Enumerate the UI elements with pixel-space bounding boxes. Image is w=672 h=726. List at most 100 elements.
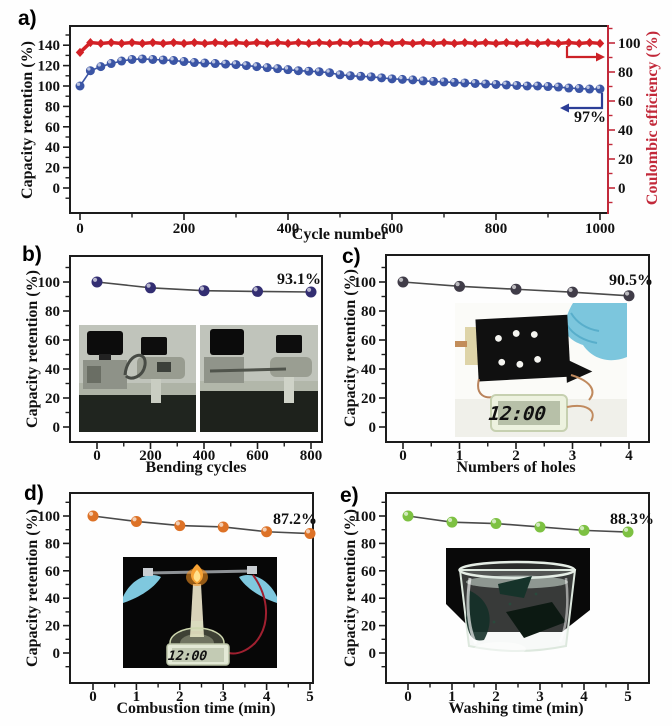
svg-text:200: 200 (173, 221, 196, 237)
svg-text:60: 60 (361, 333, 376, 349)
photo-inset-hole-test: 12:00 (455, 303, 627, 437)
svg-text:800: 800 (485, 221, 508, 237)
svg-text:0: 0 (369, 420, 377, 436)
blue-glove-icon (123, 575, 161, 603)
svg-text:0: 0 (369, 646, 377, 662)
svg-text:80: 80 (45, 304, 60, 320)
svg-text:0: 0 (93, 448, 101, 464)
svg-text:80: 80 (45, 536, 60, 552)
svg-text:40: 40 (45, 591, 60, 607)
svg-text:3: 3 (536, 689, 544, 705)
svg-text:3: 3 (569, 448, 577, 464)
svg-text:20: 20 (45, 619, 60, 635)
svg-text:20: 20 (45, 391, 60, 407)
svg-text:100: 100 (38, 79, 61, 95)
chart-combustion-retention: 0 1 2 3 4 5 0 20 40 60 80 100 87.2% (38, 492, 317, 705)
y-axis-label-b: Capacity retention (%) (24, 270, 41, 428)
svg-text:1000: 1000 (585, 221, 615, 237)
hole-icon (530, 331, 538, 338)
svg-text:40: 40 (361, 591, 376, 607)
blue-glove-icon (564, 303, 627, 361)
svg-text:60: 60 (45, 120, 60, 136)
svg-text:100: 100 (38, 509, 61, 525)
x-axis-label-a: Cycle number (291, 226, 389, 243)
svg-text:2: 2 (176, 689, 184, 705)
punched-black-device (475, 314, 593, 383)
clamp-knob-icon (141, 337, 167, 355)
x-axis-label-e: Washing time (min) (448, 700, 584, 717)
chart-bending-retention: 0 200 400 600 800 0 20 40 60 80 100 93.1% (38, 255, 323, 464)
hole-icon (516, 360, 524, 368)
svg-text:60: 60 (361, 564, 376, 580)
svg-text:93.1%: 93.1% (277, 271, 321, 288)
metal-clip (247, 566, 257, 574)
svg-text:800: 800 (300, 448, 323, 464)
svg-text:400: 400 (193, 448, 216, 464)
svg-text:0: 0 (53, 646, 61, 662)
svg-text:4: 4 (580, 689, 588, 705)
panel-label-b: b) (22, 243, 42, 266)
panel-e-washing: 0 1 2 3 4 5 0 20 40 60 80 100 88.3% e) Capacity rete… (336, 483, 672, 726)
svg-text:5: 5 (624, 689, 632, 705)
svg-text:0: 0 (53, 420, 61, 436)
flat-device-strip (209, 367, 287, 373)
svg-text:60: 60 (45, 333, 60, 349)
svg-text:120: 120 (38, 59, 61, 75)
svg-text:0: 0 (404, 689, 412, 705)
svg-text:400: 400 (277, 221, 300, 237)
y-axis-label-d: Capacity retention (%) (24, 509, 41, 667)
svg-text:2: 2 (492, 689, 500, 705)
right-y-axis-label-a: Coulombic efficiency (%) (644, 30, 661, 206)
y-axis-label-e: Capacity retention (%) (342, 509, 359, 667)
svg-text:100: 100 (354, 275, 377, 291)
hole-icon (512, 330, 520, 337)
photo-inset-bending-test (79, 325, 318, 432)
bent-device-strip (123, 353, 147, 380)
svg-text:100: 100 (618, 36, 641, 52)
chart-washing-retention: 0 1 2 3 4 5 0 20 40 60 80 100 88.3% (354, 492, 654, 705)
svg-text:80: 80 (45, 99, 60, 115)
hole-icon (495, 334, 502, 342)
svg-text:1: 1 (448, 689, 456, 705)
panel-d-combustion: 0 1 2 3 4 5 0 20 40 60 80 100 87.2% 12:00 d) Capacit… (0, 483, 336, 726)
svg-text:20: 20 (361, 391, 376, 407)
svg-text:3: 3 (219, 689, 227, 705)
chart-cycling-performance: 0 200 400 600 800 1000 0 20 40 60 80 100 120 140 0 20 40… (38, 25, 641, 237)
svg-text:100: 100 (38, 275, 61, 291)
clamp-knob-icon (210, 329, 244, 355)
y-axis-label-a: Capacity retention (%) (19, 41, 36, 199)
wire (566, 405, 594, 422)
svg-text:2: 2 (512, 448, 520, 464)
svg-text:90.5%: 90.5% (609, 272, 653, 289)
x-axis-label-b: Bending cycles (145, 459, 247, 476)
svg-text:88.3%: 88.3% (610, 511, 654, 528)
svg-text:1: 1 (133, 689, 141, 705)
wire (570, 374, 594, 401)
svg-text:60: 60 (618, 94, 633, 110)
svg-text:20: 20 (45, 161, 60, 177)
clock-display: 12:00 (167, 649, 208, 664)
svg-text:0: 0 (76, 221, 84, 237)
svg-text:80: 80 (361, 304, 376, 320)
panel-label-e: e) (340, 484, 359, 507)
photo-inset-washing-test (446, 548, 590, 656)
svg-text:87.2%: 87.2% (273, 511, 317, 528)
x-axis-label-d: Combustion time (min) (116, 700, 276, 717)
svg-text:200: 200 (139, 448, 162, 464)
svg-text:40: 40 (618, 123, 633, 139)
y-axis-label-c: Capacity retention (%) (342, 269, 359, 427)
svg-text:80: 80 (361, 536, 376, 552)
red-wire (228, 574, 268, 655)
svg-text:600: 600 (381, 221, 404, 237)
svg-text:40: 40 (45, 362, 60, 378)
svg-text:40: 40 (361, 362, 376, 378)
svg-text:600: 600 (246, 448, 269, 464)
device-piece (498, 576, 532, 598)
svg-text:0: 0 (53, 181, 61, 197)
panel-label-c: c) (342, 245, 361, 268)
panel-a-cycling: 0 200 400 600 800 1000 0 20 40 60 80 100 120 140 0 20 40… (0, 0, 672, 243)
panel-label-d: d) (24, 482, 44, 505)
svg-text:0: 0 (399, 448, 407, 464)
svg-text:100: 100 (354, 509, 377, 525)
